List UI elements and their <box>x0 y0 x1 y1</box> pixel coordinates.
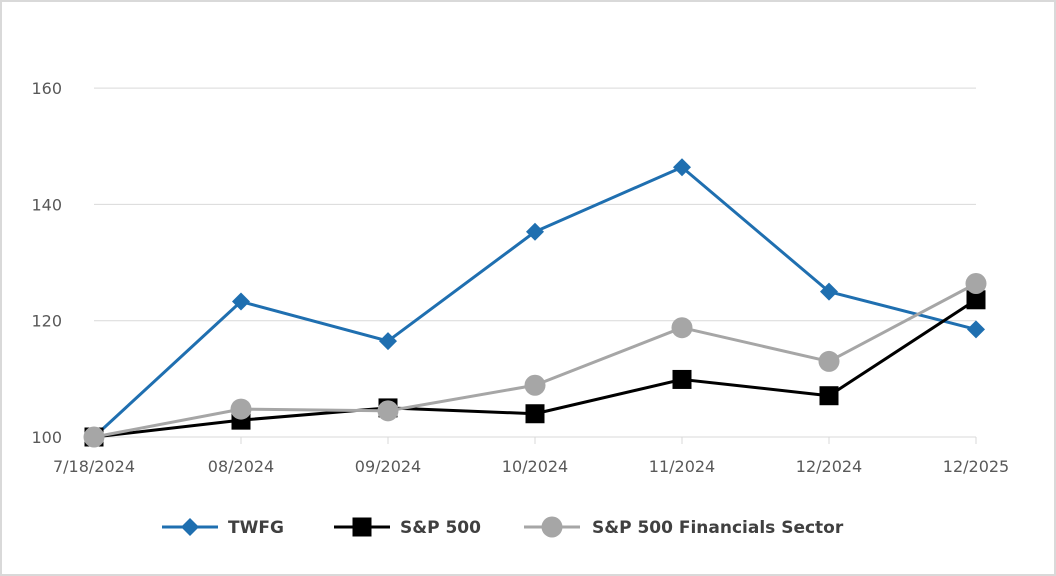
series-s-p-500 <box>84 290 986 447</box>
data-point <box>671 317 693 339</box>
data-point <box>820 282 838 301</box>
data-point <box>524 374 546 396</box>
x-tick-label: 12/2024 <box>796 457 862 476</box>
data-point <box>83 426 105 448</box>
data-point <box>819 386 839 406</box>
legend-marker <box>181 518 199 536</box>
x-tick-label: 09/2024 <box>355 457 421 476</box>
legend-item: TWFG <box>162 518 284 538</box>
x-tick-label: 10/2024 <box>502 457 568 476</box>
data-point <box>967 320 985 339</box>
legend-marker <box>541 516 563 538</box>
gridlines <box>94 87 976 322</box>
data-point <box>232 292 250 311</box>
data-point <box>230 398 252 420</box>
data-point <box>965 273 987 295</box>
y-tick-label: 140 <box>31 195 62 214</box>
y-axis-tick-labels: 100 120 140 160 <box>31 79 62 447</box>
x-tick-label: 08/2024 <box>208 457 274 476</box>
legend-label: S&P 500 <box>400 518 481 538</box>
legend-label: TWFG <box>228 518 284 538</box>
x-axis-tick-labels: 7/18/2024 08/2024 09/2024 10/2024 11/2024 12/… <box>53 457 1009 476</box>
data-point <box>672 369 692 389</box>
legend-item: S&P 500 Financials Sector <box>524 516 844 538</box>
data-point <box>966 290 986 310</box>
data-point <box>525 404 545 424</box>
data-point <box>379 332 397 351</box>
data-point <box>818 350 840 372</box>
series-s-p-500-financials-sector <box>83 273 987 448</box>
series-twfg <box>85 158 985 446</box>
data-point <box>377 400 399 422</box>
data-point <box>673 158 691 177</box>
legend-label: S&P 500 Financials Sector <box>592 518 844 538</box>
y-tick-label: 120 <box>31 312 62 331</box>
x-axis <box>93 436 977 444</box>
series-lines <box>83 158 987 448</box>
y-tick-label: 100 <box>31 428 62 447</box>
legend-marker <box>352 517 372 537</box>
y-tick-label: 160 <box>31 79 62 98</box>
legend-item: S&P 500 <box>334 517 481 538</box>
legend: TWFG S&P 500 S&P 500 Financials Sector <box>162 516 844 538</box>
x-tick-label: 12/2025 <box>943 457 1009 476</box>
x-tick-label: 7/18/2024 <box>53 457 135 476</box>
series-line <box>92 165 977 439</box>
data-point <box>526 222 544 241</box>
x-tick-label: 11/2024 <box>649 457 715 476</box>
